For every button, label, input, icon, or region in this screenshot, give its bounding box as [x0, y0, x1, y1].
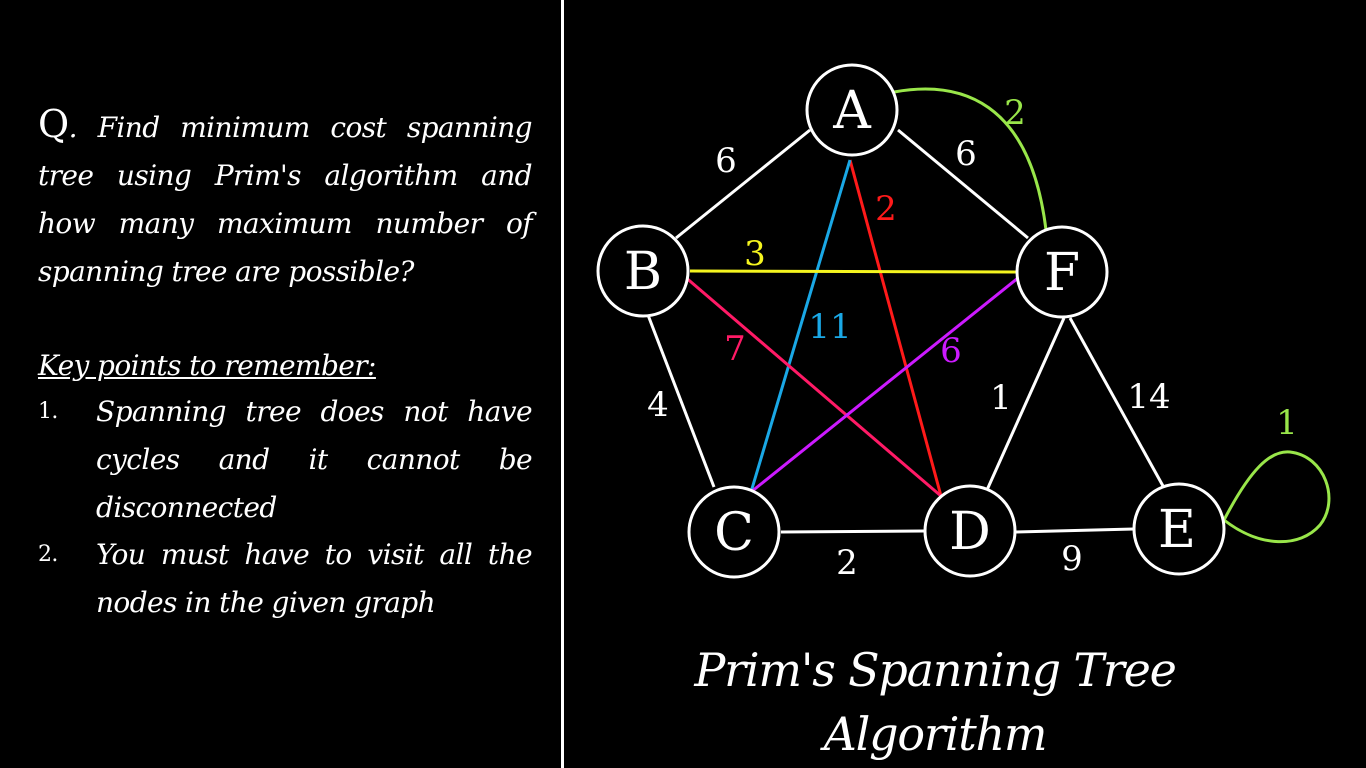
key-points-heading: Key points to remember:	[38, 349, 377, 382]
weight-a-f: 6	[955, 134, 977, 174]
edge-a-b	[675, 128, 811, 240]
key-point-text: You must have to visit all the nodes in …	[96, 538, 533, 619]
edge-c-f	[750, 276, 1019, 494]
key-point-1: 1. Spanning tree does not have cycles an…	[38, 388, 533, 532]
weight-a-c: 11	[808, 307, 851, 347]
weight-b-c: 4	[647, 385, 669, 425]
weight-e-self-loop: 1	[1276, 403, 1298, 443]
edge-e-self-loop	[1222, 450, 1331, 544]
weight-b-d: 7	[724, 329, 746, 369]
weight-f-e: 14	[1127, 377, 1170, 417]
node-c-circle	[687, 485, 781, 579]
edge-d-f	[985, 317, 1066, 491]
weight-b-f: 3	[744, 234, 766, 274]
edge-c-d	[780, 529, 925, 534]
weight-d-e: 9	[1061, 539, 1083, 579]
key-point-number: 1.	[38, 399, 58, 424]
question-text: . Find minimum cost spanning tree using …	[38, 111, 533, 288]
question-prefix: Q	[38, 102, 69, 146]
edge-a-f-curved	[893, 87, 1048, 231]
edge-f-e	[1068, 317, 1165, 487]
edge-b-f	[689, 269, 1017, 274]
question-panel: Q. Find minimum cost spanning tree using…	[0, 0, 560, 768]
graph-title: Prim's Spanning Tree Algorithm	[694, 643, 1177, 761]
weight-a-f-curved: 2	[1004, 93, 1026, 133]
edge-a-c	[749, 159, 852, 493]
node-a: A	[805, 63, 899, 157]
weight-a-b: 6	[715, 141, 737, 181]
key-point-number: 2.	[38, 542, 58, 567]
weight-d-f: 1	[990, 378, 1012, 418]
node-e-circle	[1132, 482, 1226, 576]
weight-c-f: 6	[940, 331, 962, 371]
weight-a-d: 2	[875, 189, 897, 229]
node-c: C	[687, 485, 781, 579]
question-text-block: Q. Find minimum cost spanning tree using…	[38, 100, 533, 296]
edge-d-e	[1015, 527, 1135, 534]
node-f-label: F	[1044, 243, 1080, 303]
node-b-circle	[596, 224, 690, 318]
node-d-label: D	[949, 502, 991, 562]
edge-b-d	[683, 274, 942, 498]
key-point-2: 2. You must have to visit all the nodes …	[38, 531, 533, 627]
node-f-circle	[1015, 225, 1109, 319]
node-e: E	[1132, 482, 1226, 576]
node-d-circle	[923, 484, 1017, 578]
key-point-text: Spanning tree does not have cycles and i…	[96, 395, 533, 524]
node-a-circle	[805, 63, 899, 157]
panel-divider	[561, 0, 564, 768]
node-a-label: A	[832, 81, 872, 141]
weight-c-d: 2	[836, 543, 858, 583]
node-b-label: B	[624, 242, 662, 302]
node-c-label: C	[714, 503, 754, 563]
edge-a-d	[848, 159, 943, 497]
edge-a-f	[897, 128, 1029, 240]
node-f: F	[1015, 225, 1109, 319]
node-b: B	[596, 224, 690, 318]
edge-b-c	[646, 314, 716, 488]
node-e-label: E	[1158, 500, 1196, 560]
node-d: D	[923, 484, 1017, 578]
